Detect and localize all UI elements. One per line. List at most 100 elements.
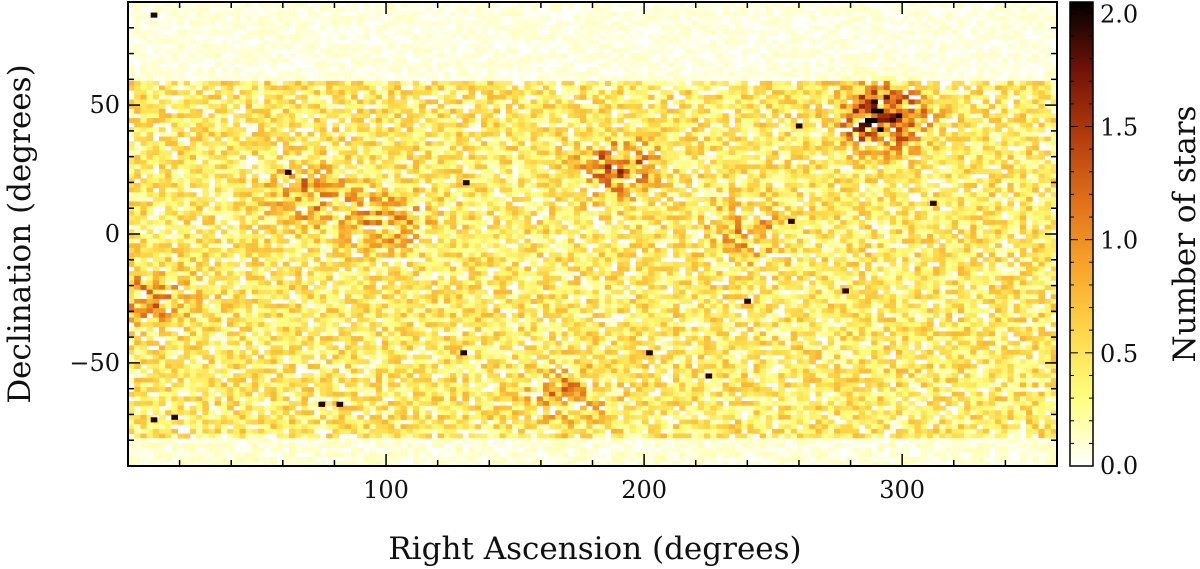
heatmap-cell xyxy=(183,108,191,114)
heatmap-cell xyxy=(573,76,581,82)
heatmap-cell xyxy=(939,25,946,31)
heatmap-cell xyxy=(357,122,364,128)
heatmap-cell xyxy=(493,131,501,138)
heatmap-cell xyxy=(821,53,829,59)
heatmap-cell xyxy=(654,6,662,12)
heatmap-cell xyxy=(580,178,587,184)
heatmap-cell xyxy=(313,141,321,147)
heatmap-cell xyxy=(586,80,593,86)
heatmap-cell xyxy=(988,20,996,26)
heatmap-cell xyxy=(629,182,637,189)
heatmap-cell xyxy=(400,178,408,184)
heatmap-cell xyxy=(679,34,686,40)
heatmap-cell xyxy=(586,136,593,142)
heatmap-cell xyxy=(326,131,333,138)
heatmap-cell xyxy=(443,108,451,114)
heatmap-cell xyxy=(654,11,662,17)
heatmap-cell xyxy=(586,29,593,35)
heatmap-cell xyxy=(301,104,309,110)
heatmap-cell xyxy=(635,150,643,156)
heatmap-cell xyxy=(703,122,711,128)
heatmap-cell xyxy=(747,99,754,105)
heatmap-cell xyxy=(790,173,798,179)
heatmap-cell xyxy=(642,136,649,142)
heatmap-cell xyxy=(635,178,643,184)
heatmap-cell xyxy=(146,113,154,119)
heatmap-cell xyxy=(592,29,600,35)
heatmap-cell xyxy=(264,11,271,17)
heatmap-cell xyxy=(648,122,655,128)
heatmap-cell xyxy=(877,173,885,179)
heatmap-cell xyxy=(462,131,470,138)
heatmap-cell xyxy=(951,62,959,68)
heatmap-cell xyxy=(140,48,148,54)
heatmap-cell xyxy=(1050,15,1058,22)
heatmap-cell xyxy=(902,169,909,175)
heatmap-cell xyxy=(623,80,631,86)
heatmap-cell xyxy=(1026,66,1033,73)
heatmap-cell xyxy=(685,25,693,31)
heatmap-cell xyxy=(1026,113,1033,119)
heatmap-cell xyxy=(673,164,680,170)
heatmap-cell xyxy=(289,94,296,100)
heatmap-cell xyxy=(282,66,290,73)
heatmap-cell xyxy=(803,131,810,138)
heatmap-cell xyxy=(586,85,593,91)
heatmap-cell xyxy=(363,169,370,175)
heatmap-cell xyxy=(982,118,990,124)
heatmap-cell xyxy=(388,108,395,114)
heatmap-cell xyxy=(245,62,253,68)
heatmap-cell xyxy=(258,108,265,114)
heatmap-cell xyxy=(821,15,829,22)
heatmap-cell xyxy=(673,150,680,156)
heatmap-cell xyxy=(450,85,457,91)
heatmap-cell xyxy=(412,48,420,54)
heatmap-cell xyxy=(481,155,488,161)
heatmap-cell xyxy=(1038,150,1046,156)
heatmap-cell xyxy=(982,150,990,156)
heatmap-cell xyxy=(245,178,253,184)
heatmap-cell xyxy=(406,29,414,35)
heatmap-cell xyxy=(586,2,593,8)
heatmap-cell xyxy=(165,173,172,179)
heatmap-cell xyxy=(592,169,600,175)
heatmap-cell xyxy=(617,173,624,179)
heatmap-cell xyxy=(128,94,135,100)
heatmap-cell xyxy=(542,71,550,77)
heatmap-cell xyxy=(883,80,891,86)
heatmap-cell xyxy=(592,131,600,138)
heatmap-cell xyxy=(778,85,785,91)
heatmap-cell xyxy=(251,76,259,82)
heatmap-cell xyxy=(592,43,600,49)
heatmap-cell xyxy=(703,182,711,189)
heatmap-cell xyxy=(821,145,829,151)
heatmap-cell xyxy=(840,178,847,184)
heatmap-cell xyxy=(660,131,668,138)
heatmap-cell xyxy=(270,25,278,31)
heatmap-cell xyxy=(301,141,309,147)
heatmap-cell xyxy=(945,169,953,175)
heatmap-cell xyxy=(933,2,940,8)
heatmap-cell xyxy=(425,71,432,77)
heatmap-cell xyxy=(734,29,742,35)
heatmap-cell xyxy=(666,76,674,82)
heatmap-cell xyxy=(1050,34,1058,40)
heatmap-cell xyxy=(1032,131,1039,138)
heatmap-cell xyxy=(964,164,971,170)
heatmap-cell xyxy=(685,71,693,77)
heatmap-cell xyxy=(555,2,562,8)
heatmap-cell xyxy=(784,62,792,68)
heatmap-cell xyxy=(456,145,463,151)
heatmap-cell xyxy=(976,2,984,8)
heatmap-cell xyxy=(220,85,228,91)
heatmap-cell xyxy=(549,173,556,179)
heatmap-cell xyxy=(617,113,624,119)
heatmap-cell xyxy=(245,108,253,114)
heatmap-cell xyxy=(388,141,395,147)
heatmap-cell xyxy=(1044,66,1052,73)
heatmap-cell xyxy=(623,159,631,165)
heatmap-cell xyxy=(171,118,178,124)
heatmap-cell xyxy=(741,145,748,151)
heatmap-cell xyxy=(827,169,835,175)
heatmap-cell xyxy=(598,164,606,170)
